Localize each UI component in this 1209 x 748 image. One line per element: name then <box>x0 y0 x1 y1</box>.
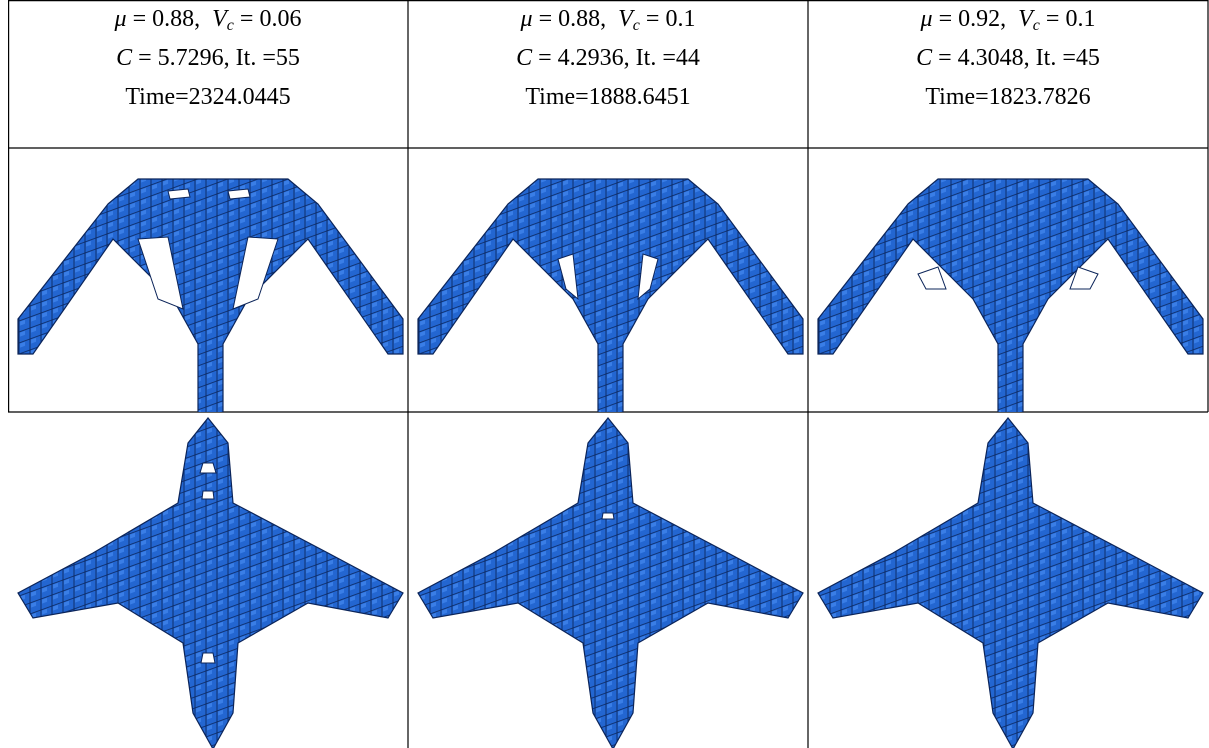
vc-value: = 0.06 <box>233 6 302 32</box>
structure <box>17 178 404 412</box>
param-line: μ = 0.92, Vc = 0.1 <box>808 0 1208 39</box>
compliance-line: C = 4.3048, It. =45 <box>808 39 1208 78</box>
c-symbol: C <box>116 45 133 71</box>
top-view <box>417 417 804 748</box>
time-line: Time=1823.7826 <box>925 84 1091 110</box>
hole <box>917 266 947 290</box>
mu-symbol: μ <box>520 6 533 32</box>
vc-sub: c <box>632 17 640 34</box>
mu-value: = 0.88, <box>126 6 201 32</box>
structure <box>17 417 404 748</box>
side-view <box>817 178 1204 412</box>
hole <box>137 236 184 310</box>
param-line: μ = 0.88, Vc = 0.06 <box>8 0 408 39</box>
mu-symbol: μ <box>920 6 933 32</box>
vc-value: = 0.1 <box>1039 6 1096 32</box>
vc-symbol: V <box>618 6 633 32</box>
vc-sub: c <box>226 17 234 34</box>
vc-symbol: V <box>212 6 227 32</box>
time-line: Time=1888.6451 <box>525 84 691 110</box>
hole <box>601 512 615 520</box>
compliance-line: C = 5.7296, It. =55 <box>8 39 408 78</box>
structure <box>817 178 1204 412</box>
c-symbol: C <box>516 45 533 71</box>
top-view <box>17 417 404 748</box>
side-view <box>17 178 404 412</box>
param-line: μ = 0.88, Vc = 0.1 <box>408 0 808 39</box>
header-cell: μ = 0.88, Vc = 0.1 C = 4.2936, It. =44 Tim… <box>408 0 808 148</box>
hole <box>637 253 659 301</box>
hole <box>227 188 251 200</box>
compliance-line: C = 4.2936, It. =44 <box>408 39 808 78</box>
hole <box>200 652 216 664</box>
mu-value: = 0.92, <box>932 6 1007 32</box>
time-line: Time=2324.0445 <box>125 84 291 110</box>
hole <box>1069 266 1099 290</box>
mu-symbol: μ <box>114 6 127 32</box>
header-cell: μ = 0.92, Vc = 0.1 C = 4.3048, It. =45 Tim… <box>808 0 1208 148</box>
hole <box>199 462 217 474</box>
hole <box>232 236 279 310</box>
structure <box>817 417 1204 748</box>
c-value: = 4.2936, It. =44 <box>532 45 700 71</box>
side-view <box>417 178 804 412</box>
top-view <box>817 417 1204 748</box>
vc-value: = 0.1 <box>639 6 696 32</box>
c-value: = 4.3048, It. =45 <box>932 45 1100 71</box>
hole <box>557 253 579 301</box>
vc-symbol: V <box>1018 6 1033 32</box>
hole <box>167 188 191 200</box>
c-symbol: C <box>916 45 933 71</box>
structure <box>417 417 804 748</box>
vc-sub: c <box>1032 17 1040 34</box>
structure <box>417 178 804 412</box>
hole <box>201 490 215 500</box>
c-value: = 5.7296, It. =55 <box>132 45 300 71</box>
mu-value: = 0.88, <box>532 6 607 32</box>
header-cell: μ = 0.88, Vc = 0.06 C = 5.7296, It. =55 Ti… <box>8 0 408 148</box>
